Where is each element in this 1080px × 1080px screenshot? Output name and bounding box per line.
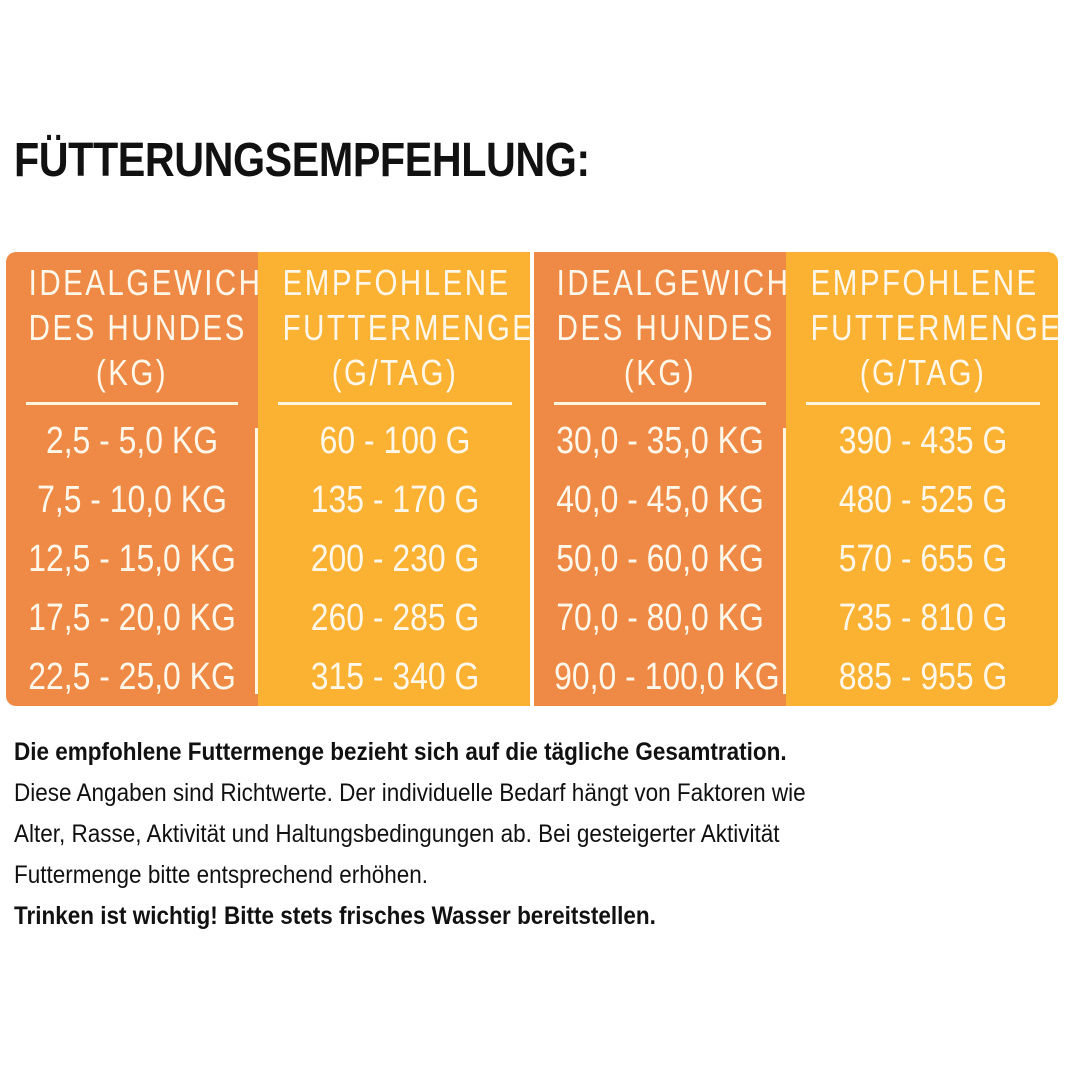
weight-cell: 90,0 - 100,0 KG — [554, 656, 780, 698]
feeding-table: IDEALGEWICHT DES HUNDES (KG) 2,5 - 5,0 K… — [6, 252, 1058, 706]
table-half-right: IDEALGEWICHT DES HUNDES (KG) 30,0 - 35,0… — [530, 252, 1058, 706]
note-factors: Alter, Rasse, Aktivität und Haltungsbedi… — [14, 820, 780, 848]
column-divider — [255, 428, 258, 694]
weight-column-left: IDEALGEWICHT DES HUNDES (KG) 2,5 - 5,0 K… — [6, 252, 283, 706]
header-line: (G/TAG) — [859, 352, 987, 393]
column-divider — [783, 428, 786, 694]
header-line: FUTTERMENGE — [282, 307, 535, 348]
note-water: Trinken ist wichtig! Bitte stets frische… — [14, 902, 656, 930]
note-increase: Futtermenge bitte entsprechend erhöhen. — [14, 861, 429, 889]
amount-cell: 315 - 340 G — [310, 656, 480, 698]
amount-column-left: EMPFOHLENE FUTTERMENGE (G/TAG) 60 - 100 … — [258, 252, 532, 706]
weight-column-header: IDEALGEWICHT DES HUNDES (KG) — [556, 252, 811, 398]
amount-cell: 735 - 810 G — [838, 597, 1008, 639]
header-line: (KG) — [95, 352, 169, 393]
table-half-left: IDEALGEWICHT DES HUNDES (KG) 2,5 - 5,0 K… — [6, 252, 532, 706]
amount-cell: 885 - 955 G — [838, 656, 1008, 698]
weight-column-right: IDEALGEWICHT DES HUNDES (KG) 30,0 - 35,0… — [534, 252, 811, 706]
header-line: FUTTERMENGE — [810, 307, 1058, 348]
header-line: IDEALGEWICHT — [28, 262, 283, 303]
header-line: IDEALGEWICHT — [556, 262, 811, 303]
amount-column-right: EMPFOHLENE FUTTERMENGE (G/TAG) 390 - 435… — [786, 252, 1058, 706]
header-line: (G/TAG) — [331, 352, 459, 393]
amount-cell: 200 - 230 G — [310, 538, 480, 580]
weight-cell: 22,5 - 25,0 KG — [28, 656, 236, 698]
amount-cell: 135 - 170 G — [310, 479, 480, 521]
header-line: DES HUNDES — [28, 307, 247, 348]
weight-cell: 17,5 - 20,0 KG — [28, 597, 236, 639]
weight-column-header: IDEALGEWICHT DES HUNDES (KG) — [28, 252, 283, 398]
amount-column-header: EMPFOHLENE FUTTERMENGE (G/TAG) — [810, 252, 1058, 398]
amount-cell: 260 - 285 G — [310, 597, 480, 639]
weight-cell: 12,5 - 15,0 KG — [28, 538, 236, 580]
amount-column-header: EMPFOHLENE FUTTERMENGE (G/TAG) — [282, 252, 535, 398]
header-divider — [554, 402, 766, 405]
header-line: DES HUNDES — [556, 307, 775, 348]
note-guideline: Diese Angaben sind Richtwerte. Der indiv… — [14, 779, 806, 807]
amount-cell: 60 - 100 G — [319, 420, 471, 462]
header-divider — [806, 402, 1040, 405]
weight-cell: 7,5 - 10,0 KG — [37, 479, 227, 521]
amount-cell: 480 - 525 G — [838, 479, 1008, 521]
page-title: FÜTTERUNGSEMPFEHLUNG: — [14, 134, 590, 187]
weight-cell: 2,5 - 5,0 KG — [45, 420, 219, 462]
header-line: EMPFOHLENE — [282, 262, 511, 303]
amount-cell: 390 - 435 G — [838, 420, 1008, 462]
header-divider — [26, 402, 238, 405]
header-line: (KG) — [623, 352, 697, 393]
weight-cell: 40,0 - 45,0 KG — [556, 479, 764, 521]
amount-cell: 570 - 655 G — [838, 538, 1008, 580]
header-divider — [278, 402, 512, 405]
weight-cell: 70,0 - 80,0 KG — [556, 597, 764, 639]
note-total-ration: Die empfohlene Futtermenge bezieht sich … — [14, 738, 787, 766]
weight-cell: 50,0 - 60,0 KG — [556, 538, 764, 580]
feeding-notes: Die empfohlene Futtermenge bezieht sich … — [14, 732, 1064, 937]
header-line: EMPFOHLENE — [810, 262, 1039, 303]
weight-cell: 30,0 - 35,0 KG — [556, 420, 764, 462]
